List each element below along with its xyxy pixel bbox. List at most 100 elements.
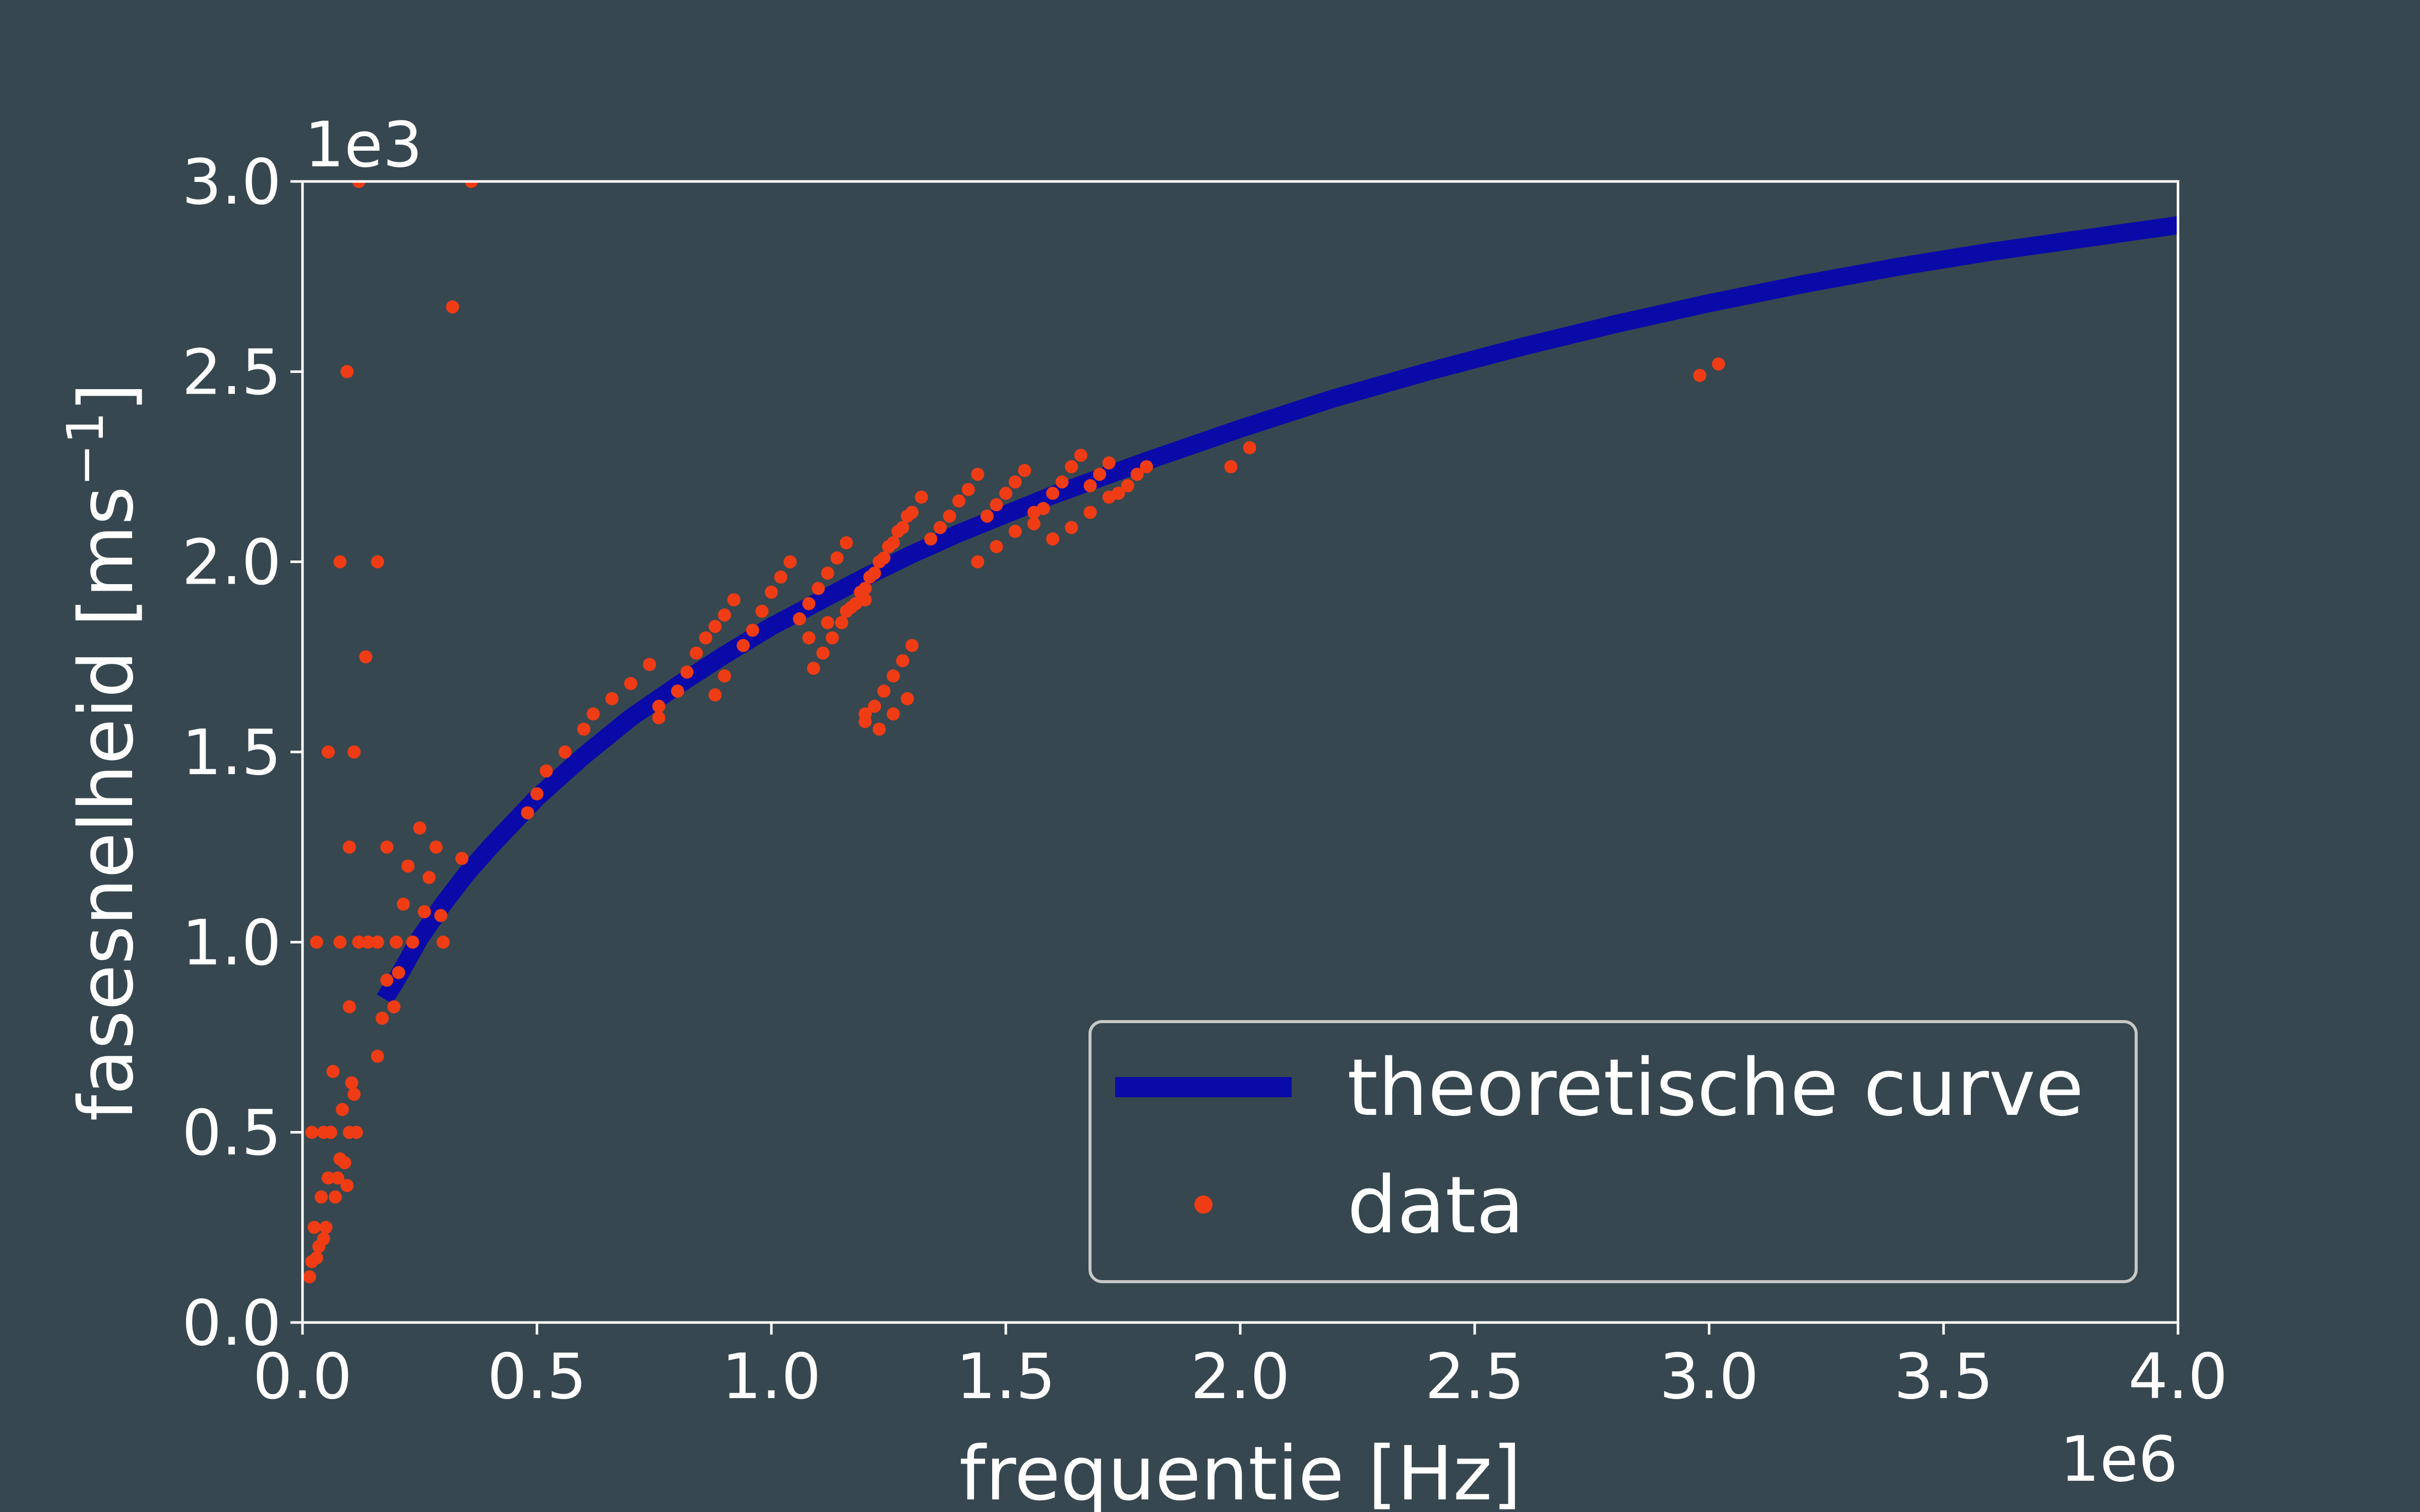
data-point [331, 1171, 344, 1185]
data-point [999, 486, 1012, 500]
data-point [387, 1000, 401, 1014]
data-point [891, 525, 905, 538]
data-point [392, 966, 405, 979]
data-point [882, 540, 895, 553]
data-point [319, 1221, 333, 1234]
data-point [900, 692, 914, 706]
data-point [952, 494, 965, 508]
data-point [310, 1251, 323, 1265]
data-point [1093, 468, 1106, 481]
data-point [343, 840, 356, 854]
data-point [333, 935, 347, 949]
data-point [1140, 460, 1153, 473]
data-point [1102, 490, 1116, 504]
y-axis-label: fasesnelheid [ms−1] [56, 383, 150, 1121]
data-point [422, 871, 436, 884]
data-point [872, 555, 886, 569]
data-point [521, 806, 534, 820]
data-point [333, 555, 347, 569]
x-tick-label: 2.0 [1190, 1341, 1290, 1413]
data-point [680, 665, 694, 679]
data-point [924, 532, 938, 546]
data-point [886, 669, 900, 683]
data-point [671, 684, 684, 698]
data-point [900, 510, 914, 523]
data-point [765, 586, 778, 599]
data-point [990, 498, 1003, 512]
data-point [816, 646, 830, 660]
data-point [413, 821, 427, 835]
y-tick-label: 2.5 [182, 336, 281, 409]
data-point [652, 711, 666, 725]
data-point [708, 620, 722, 633]
data-point [802, 631, 816, 645]
y-tick-label: 1.0 [182, 907, 281, 979]
data-point [859, 707, 872, 721]
data-point [371, 1049, 384, 1063]
data-point [350, 1125, 363, 1139]
data-point [755, 604, 769, 618]
y-tick-label: 2.0 [182, 527, 281, 599]
legend-box [1088, 1020, 2138, 1283]
data-point [1083, 479, 1097, 492]
theoretical-curve-line [377, 216, 2178, 1004]
y-axis-ticks: 0.0 0.5 1.0 1.5 2.0 2.5 3.0 [182, 146, 302, 1360]
data-point [1074, 449, 1087, 462]
data-point [718, 669, 731, 683]
x-tick-label: 0.0 [253, 1341, 352, 1413]
data-point [308, 1221, 321, 1234]
x-tick-label: 3.5 [1894, 1341, 1993, 1413]
data-point [322, 745, 335, 759]
data-point [336, 1103, 349, 1116]
data-point [793, 612, 806, 625]
data-point [343, 1000, 356, 1014]
x-tick-label: 2.5 [1425, 1341, 1524, 1413]
data-point [303, 1270, 316, 1284]
x-axis-multiplier: 1e6 [2060, 1423, 2178, 1496]
data-point [802, 597, 816, 610]
x-tick-label: 0.5 [487, 1341, 586, 1413]
data-point [980, 510, 994, 523]
data-point [807, 662, 820, 675]
data-point [347, 745, 361, 759]
data-point [401, 859, 415, 873]
y-tick-label: 1.5 [182, 717, 281, 789]
data-point [886, 707, 900, 721]
data-point [943, 510, 956, 523]
data-point [868, 700, 881, 713]
data-point [305, 1125, 319, 1139]
data-point [727, 593, 741, 607]
data-point [718, 608, 731, 622]
data-point [1065, 460, 1078, 473]
data-point [352, 935, 366, 949]
data-point [340, 365, 354, 379]
data-point [352, 181, 366, 188]
data-point [345, 1076, 358, 1090]
data-point [821, 566, 834, 580]
data-point [821, 616, 834, 629]
data-point [340, 1179, 354, 1192]
data-point [417, 905, 431, 918]
data-point [737, 639, 750, 652]
data-point [652, 700, 666, 713]
data-point [863, 570, 877, 584]
data-point [1027, 506, 1041, 519]
x-axis-ticks: 0.0 0.5 1.0 1.5 2.0 2.5 3.0 3.5 4.0 [253, 1322, 2228, 1413]
data-point [624, 677, 637, 690]
data-point [1055, 475, 1069, 489]
data-point [455, 852, 469, 865]
data-point [338, 1156, 351, 1169]
data-point [322, 1171, 335, 1185]
y-axis-label-superscript: −1 [56, 412, 115, 486]
data-point [406, 935, 419, 949]
y-tick-label: 0.0 [182, 1287, 281, 1360]
data-point [1027, 517, 1041, 531]
data-point [530, 787, 543, 800]
data-point [971, 555, 985, 569]
x-tick-label: 1.5 [956, 1341, 1055, 1413]
y-axis-label-main: fasesnelheid [ms [63, 486, 150, 1121]
data-point [872, 722, 886, 736]
data-point [437, 935, 450, 949]
y-axis-multiplier: 1e3 [305, 109, 422, 181]
data-point [990, 540, 1003, 553]
